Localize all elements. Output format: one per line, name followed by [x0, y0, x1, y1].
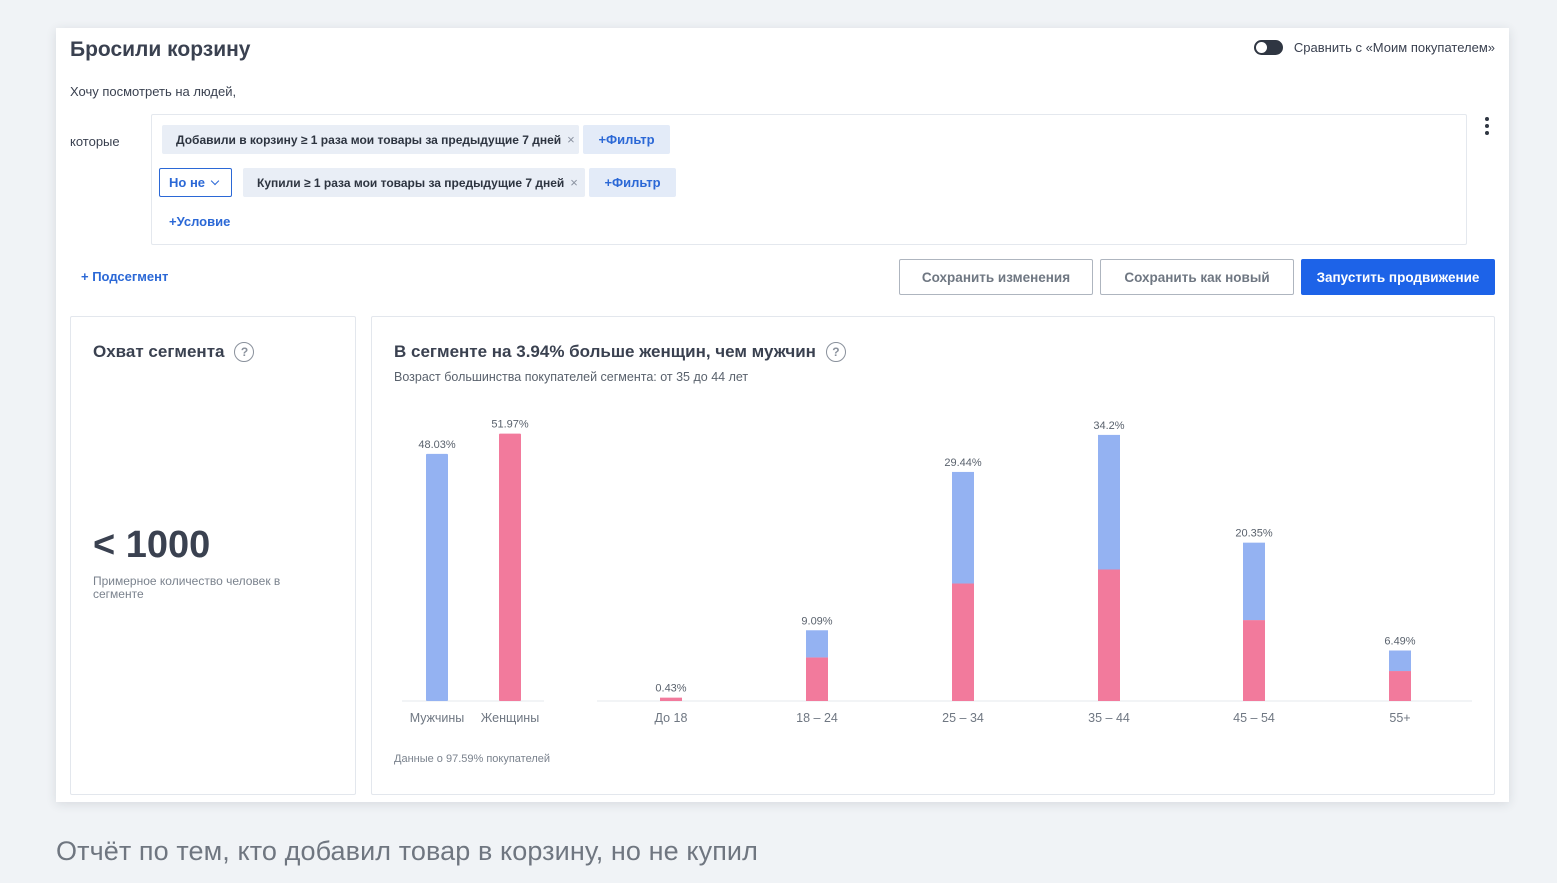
gender-bar-value-label: 51.97%	[491, 419, 529, 431]
chevron-down-icon	[210, 176, 220, 186]
add-filter-button[interactable]: +Фильтр	[589, 168, 676, 197]
reach-value: < 1000	[93, 524, 211, 566]
gender-bar	[499, 433, 521, 701]
gender-category-label: Мужчины	[410, 711, 465, 725]
age-bar-segment	[1098, 434, 1120, 570]
demographics-title-row: В сегменте на 3.94% больше женщин, чем м…	[394, 342, 846, 362]
demographics-chart: 48.03% Мужчины 51.97% Женщины 0.43% До 18 9.09…	[402, 419, 1472, 725]
age-category-label: 35 – 44	[1088, 711, 1130, 725]
demographics-subtitle: Возраст большинства покупателей сегмента…	[394, 370, 749, 384]
remove-chip-icon[interactable]: ×	[567, 132, 575, 147]
more-options-icon[interactable]	[1483, 117, 1491, 135]
reach-title-row: Охват сегмента ?	[93, 342, 255, 362]
operator-select[interactable]: Но не	[159, 168, 232, 197]
demographics-title: В сегменте на 3.94% больше женщин, чем м…	[394, 342, 816, 361]
help-icon[interactable]: ?	[825, 342, 846, 362]
age-category-label: 45 – 54	[1233, 711, 1275, 725]
save-changes-button[interactable]: Сохранить изменения	[899, 259, 1093, 295]
page-title: Бросили корзину	[70, 38, 251, 61]
condition-chip-label: Купили ≥ 1 раза мои товары за предыдущие…	[257, 175, 565, 190]
add-subsegment-link[interactable]: + Подсегмент	[81, 269, 169, 284]
gender-category-label: Женщины	[481, 711, 539, 725]
demographics-panel: В сегменте на 3.94% больше женщин, чем м…	[371, 316, 1495, 795]
age-bar-segment	[1098, 569, 1120, 701]
compare-toggle-group[interactable]: Сравнить с «Моим покупателем»	[1253, 40, 1495, 55]
age-bar-segment	[1243, 542, 1265, 621]
age-category-label: 25 – 34	[942, 711, 984, 725]
conditions-box	[151, 114, 1467, 245]
which-label: которые	[70, 134, 120, 149]
add-filter-button[interactable]: +Фильтр	[583, 125, 670, 154]
age-bar-value-label: 20.35%	[1235, 528, 1273, 540]
gender-bar-value-label: 48.03%	[418, 439, 456, 451]
help-icon[interactable]: ?	[234, 342, 255, 362]
reach-title: Охват сегмента	[93, 342, 225, 361]
launch-promotion-button[interactable]: Запустить продвижение	[1301, 259, 1495, 295]
age-bar-segment	[1389, 650, 1411, 672]
age-category-label: До 18	[655, 711, 688, 725]
age-bar-segment	[1243, 620, 1265, 701]
compare-label: Сравнить с «Моим покупателем»	[1293, 40, 1495, 55]
condition-chip-label: Добавили в корзину ≥ 1 раза мои товары з…	[176, 132, 562, 147]
age-category-label: 18 – 24	[796, 711, 838, 725]
age-bar-segment	[1389, 671, 1411, 701]
intro-text: Хочу посмотреть на людей,	[70, 84, 237, 99]
condition-chip[interactable]: Добавили в корзину ≥ 1 раза мои товары з…	[162, 125, 579, 154]
add-condition-link[interactable]: +Условие	[169, 214, 231, 229]
reach-description: Примерное количество человек в сегменте	[93, 574, 281, 601]
figure-caption: Отчёт по тем, кто добавил товар в корзин…	[56, 836, 758, 866]
age-bar-segment	[806, 630, 828, 658]
operator-select-value: Но не	[169, 175, 206, 190]
age-bar-value-label: 34.2%	[1093, 420, 1124, 432]
age-bar-segment	[952, 471, 974, 584]
age-bar-value-label: 6.49%	[1384, 636, 1415, 648]
gender-bar	[426, 453, 448, 701]
age-category-label: 55+	[1389, 711, 1410, 725]
age-bar-value-label: 9.09%	[801, 615, 832, 627]
save-as-new-button[interactable]: Сохранить как новый	[1100, 259, 1294, 295]
age-bar-value-label: 0.43%	[655, 683, 686, 695]
segment-card: Бросили корзину Сравнить с «Моим покупат…	[56, 28, 1509, 802]
compare-toggle[interactable]	[1253, 40, 1283, 55]
data-coverage-footnote: Данные о 97.59% покупателей	[394, 753, 551, 765]
age-bar-value-label: 29.44%	[944, 457, 982, 469]
reach-panel: Охват сегмента ? < 1000 Примерное количе…	[70, 316, 356, 795]
age-bar-segment	[952, 583, 974, 701]
age-bar-segment	[806, 657, 828, 701]
condition-chip[interactable]: Купили ≥ 1 раза мои товары за предыдущие…	[243, 168, 585, 197]
remove-chip-icon[interactable]: ×	[570, 175, 578, 190]
age-bar-segment	[660, 697, 682, 701]
